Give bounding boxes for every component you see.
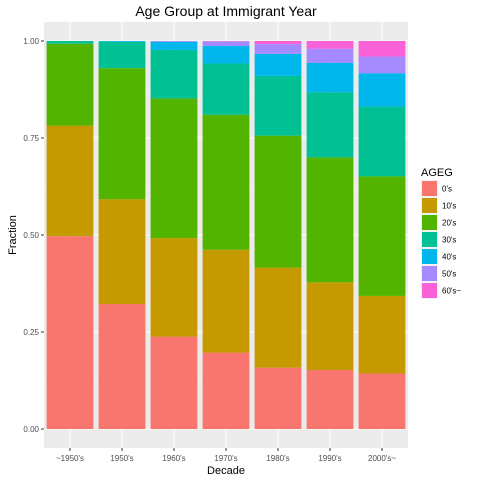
legend-swatch — [422, 283, 437, 298]
bars — [46, 41, 406, 429]
x-tick-label: 1970's — [214, 454, 237, 463]
y-tick-label: 1.00 — [23, 37, 39, 46]
bar-segment — [46, 43, 94, 126]
legend-swatch — [422, 198, 437, 213]
bar-segment — [358, 41, 406, 57]
chart-title: Age Group at Immigrant Year — [135, 3, 317, 19]
bar-segment — [306, 48, 354, 63]
y-tick-label: 0.25 — [23, 328, 39, 337]
bar-segment — [150, 98, 198, 239]
legend-title: AGEG — [421, 167, 453, 179]
bar-segment — [254, 135, 302, 268]
bar-segment — [358, 56, 406, 74]
legend-swatch — [422, 181, 437, 196]
y-tick-label: 0.75 — [23, 134, 39, 143]
bar-segment — [358, 176, 406, 296]
bar-segment — [98, 304, 146, 429]
bar-segment — [98, 41, 146, 69]
bar-segment — [306, 92, 354, 158]
bar-segment — [358, 295, 406, 374]
bar-segment — [46, 236, 94, 429]
y-tick-label: 0.50 — [23, 231, 39, 240]
bar-segment — [306, 370, 354, 429]
bar-segment — [202, 352, 250, 429]
y-axis: 0.00 0.25 0.50 0.75 1.00 — [23, 37, 44, 434]
bar-segment — [202, 41, 250, 47]
bar-segment — [306, 282, 354, 371]
bar-segment — [98, 68, 146, 200]
legend-swatch — [422, 215, 437, 230]
legend-label: 30's — [442, 236, 456, 245]
legend-label: 0's — [442, 185, 452, 194]
legend-swatch — [422, 232, 437, 247]
bar-segment — [202, 249, 250, 353]
bar-segment — [254, 53, 302, 76]
bar-segment — [150, 238, 198, 337]
bar-segment — [358, 73, 406, 107]
bar-segment — [202, 46, 250, 64]
x-tick-label: 1950's — [110, 454, 133, 463]
bar-segment — [46, 41, 94, 44]
bar-segment — [254, 75, 302, 136]
x-tick-label: 1990's — [318, 454, 341, 463]
bar-segment — [46, 125, 94, 237]
x-axis: ~1950's 1950's 1960's 1970's 1980's 1990's 200… — [56, 448, 396, 463]
bar-segment — [150, 41, 198, 50]
legend-label: 60's~ — [442, 287, 461, 296]
bar-segment — [306, 41, 354, 49]
legend-swatch — [422, 266, 437, 281]
x-tick-label: 1980's — [266, 454, 289, 463]
x-tick-label: 2000's~ — [368, 454, 396, 463]
x-tick-label: ~1950's — [56, 454, 84, 463]
bar-segment — [98, 41, 146, 42]
bar-segment — [254, 267, 302, 368]
legend-label: 10's — [442, 202, 456, 211]
x-axis-title: Decade — [207, 465, 245, 477]
bar-segment — [254, 44, 302, 54]
legend: AGEG 0's 10's 20's 30's 40's 50's 60's~ — [421, 167, 461, 299]
bar-segment — [254, 367, 302, 429]
bar-segment — [358, 373, 406, 429]
y-tick-label: 0.00 — [23, 425, 39, 434]
bar-segment — [98, 199, 146, 305]
bar-segment — [306, 62, 354, 93]
legend-label: 20's — [442, 219, 456, 228]
legend-label: 40's — [442, 253, 456, 262]
y-axis-title: Fraction — [7, 215, 19, 255]
bar-segment — [306, 157, 354, 283]
legend-swatch — [422, 249, 437, 264]
bar-segment — [150, 41, 198, 42]
bar-segment — [202, 114, 250, 250]
bar-segment — [254, 41, 302, 45]
bar-segment — [150, 336, 198, 429]
bar-segment — [150, 49, 198, 99]
legend-label: 50's — [442, 270, 456, 279]
bar-segment — [202, 63, 250, 115]
x-tick-label: 1960's — [162, 454, 185, 463]
bar-segment — [358, 106, 406, 177]
